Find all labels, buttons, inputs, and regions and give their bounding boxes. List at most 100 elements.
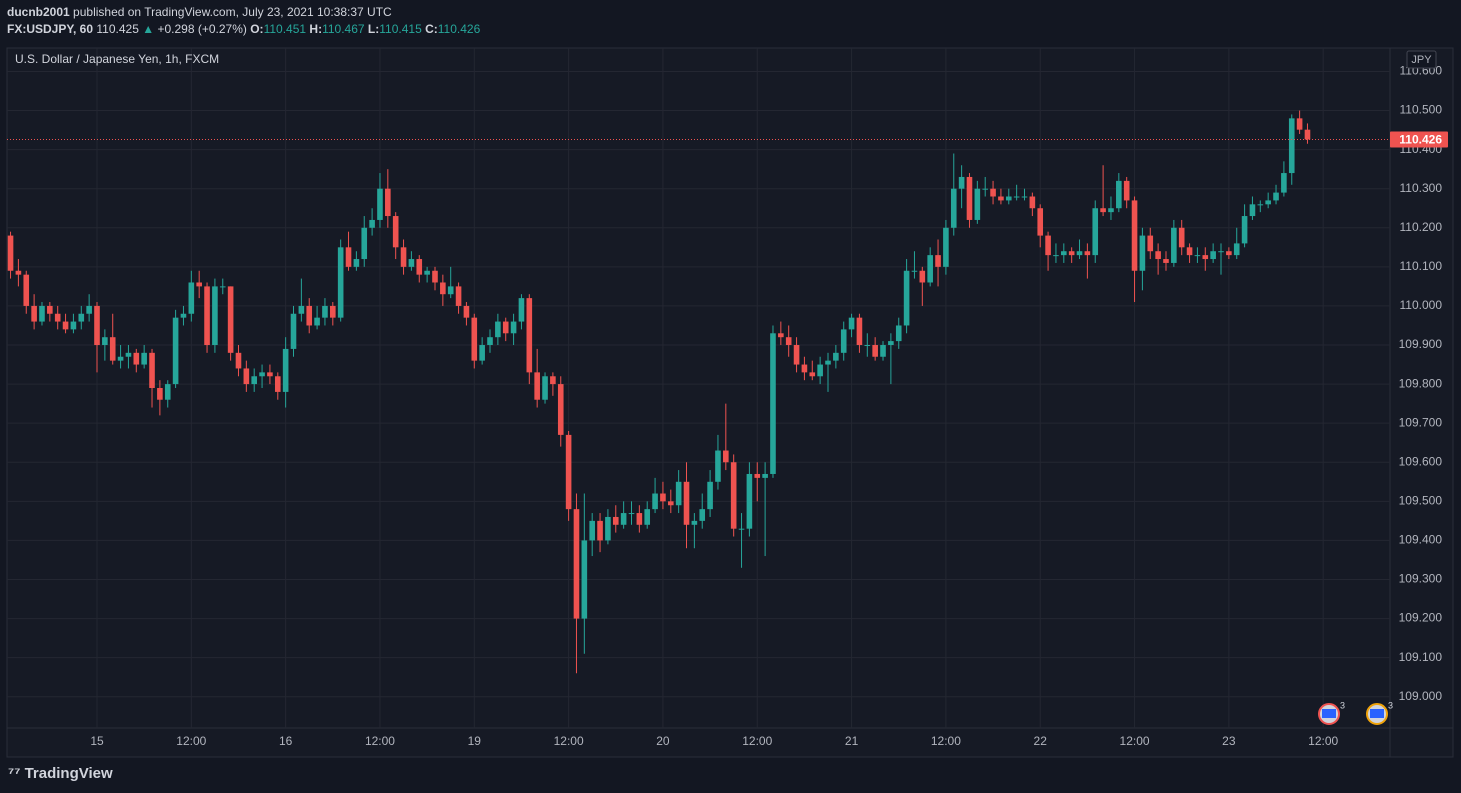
candle-body bbox=[1218, 251, 1224, 253]
y-tick-label: 110.300 bbox=[1400, 181, 1443, 195]
candle-body bbox=[778, 333, 784, 338]
candles bbox=[7, 110, 1311, 674]
candle-body bbox=[652, 493, 658, 510]
x-tick-label: 20 bbox=[656, 734, 670, 748]
candle-body bbox=[440, 282, 446, 295]
candle-body bbox=[1273, 192, 1279, 201]
x-tick-label: 12:00 bbox=[931, 734, 961, 748]
candle-body bbox=[1123, 180, 1130, 201]
logo-text: TradingView bbox=[24, 765, 113, 782]
candle-body bbox=[1061, 251, 1067, 256]
candle-body bbox=[895, 325, 902, 342]
candle-body bbox=[408, 259, 415, 267]
candle-body bbox=[392, 216, 399, 248]
x-tick-label: 12:00 bbox=[742, 734, 772, 748]
candle-body bbox=[888, 341, 894, 346]
candle-body bbox=[219, 286, 226, 288]
candle-body bbox=[848, 317, 855, 330]
candle-body bbox=[306, 305, 313, 326]
candle-body bbox=[1241, 216, 1248, 244]
candle-body bbox=[447, 286, 454, 295]
candle-body bbox=[424, 270, 430, 275]
candle-body bbox=[793, 345, 800, 365]
candle-body bbox=[282, 348, 289, 392]
candle-body bbox=[840, 329, 847, 353]
candle-body bbox=[738, 528, 745, 530]
candle-body bbox=[432, 270, 438, 283]
candle-body bbox=[998, 196, 1004, 201]
x-tick-label: 19 bbox=[468, 734, 482, 748]
x-tick-label: 12:00 bbox=[1120, 734, 1150, 748]
candle-body bbox=[762, 473, 768, 478]
candle-body bbox=[1233, 243, 1240, 256]
h-value: 110.467 bbox=[322, 22, 365, 36]
candle-body bbox=[54, 313, 61, 322]
h-label: H: bbox=[309, 22, 323, 36]
candle-body bbox=[1045, 235, 1051, 256]
candle-body bbox=[1202, 255, 1209, 260]
candle-body bbox=[1076, 251, 1083, 256]
x-tick-label: 21 bbox=[845, 734, 859, 748]
candle-body bbox=[1296, 118, 1303, 130]
candle-body bbox=[1147, 235, 1154, 252]
candle-body bbox=[353, 259, 360, 267]
candle-body bbox=[565, 434, 572, 510]
candle-body bbox=[471, 317, 478, 361]
candle-body bbox=[966, 176, 973, 220]
candle-body bbox=[1178, 227, 1185, 248]
candle-body bbox=[196, 282, 202, 287]
candle-body bbox=[573, 509, 580, 619]
candle-body bbox=[589, 520, 595, 541]
candle-body bbox=[864, 345, 871, 347]
candle-body bbox=[919, 270, 926, 283]
candle-body bbox=[259, 372, 265, 377]
flag bbox=[1370, 709, 1384, 718]
y-tick-label: 110.200 bbox=[1400, 220, 1443, 234]
last-price-label: 110.426 bbox=[1399, 133, 1442, 147]
candle-body bbox=[204, 286, 210, 346]
candle-body bbox=[235, 352, 242, 369]
author: ducnb2001 bbox=[7, 5, 70, 19]
candle-body bbox=[518, 298, 525, 322]
candle-body bbox=[502, 321, 509, 334]
candle-body bbox=[109, 337, 116, 361]
candle-body bbox=[290, 313, 297, 349]
candle-body bbox=[243, 368, 250, 385]
candle-body bbox=[487, 337, 493, 346]
y-tick-label: 110.100 bbox=[1400, 259, 1443, 273]
x-tick-label: 12:00 bbox=[554, 734, 584, 748]
candle-body bbox=[125, 352, 132, 357]
candle-body bbox=[1021, 196, 1028, 198]
y-tick-label: 110.500 bbox=[1400, 103, 1443, 117]
candle-body bbox=[1226, 251, 1232, 256]
candle-body bbox=[1194, 255, 1201, 257]
candle-body bbox=[1084, 251, 1091, 256]
candle-body bbox=[164, 384, 171, 400]
candle-body bbox=[337, 247, 344, 318]
candle-body bbox=[495, 321, 501, 338]
price: 110.425 bbox=[96, 22, 139, 36]
candle-body bbox=[1013, 196, 1020, 198]
candle-body bbox=[746, 473, 753, 529]
candle-body bbox=[1163, 259, 1169, 263]
candle-body bbox=[274, 376, 281, 392]
candle-body bbox=[950, 188, 957, 228]
candle-body bbox=[1131, 200, 1138, 271]
candle-body bbox=[644, 509, 651, 525]
candle-body bbox=[723, 450, 729, 463]
x-tick-label: 22 bbox=[1034, 734, 1048, 748]
x-tick-label: 12:00 bbox=[1308, 734, 1338, 748]
candle-body bbox=[455, 286, 462, 306]
candle-body bbox=[1304, 129, 1311, 140]
candle-body bbox=[23, 274, 30, 306]
candle-body bbox=[1249, 204, 1256, 217]
candle-body bbox=[227, 286, 234, 353]
overlay: U.S. Dollar / Japanese Yen, 1h, FXCM JPY… bbox=[7, 50, 1448, 725]
candle-body bbox=[149, 352, 155, 388]
candle-body bbox=[927, 255, 933, 283]
publish-line: ducnb2001 published on TradingView.com, … bbox=[7, 4, 480, 21]
candle-body bbox=[1116, 180, 1122, 209]
candle-body bbox=[62, 321, 69, 330]
candle-body bbox=[510, 321, 517, 334]
candle-body bbox=[856, 317, 863, 346]
